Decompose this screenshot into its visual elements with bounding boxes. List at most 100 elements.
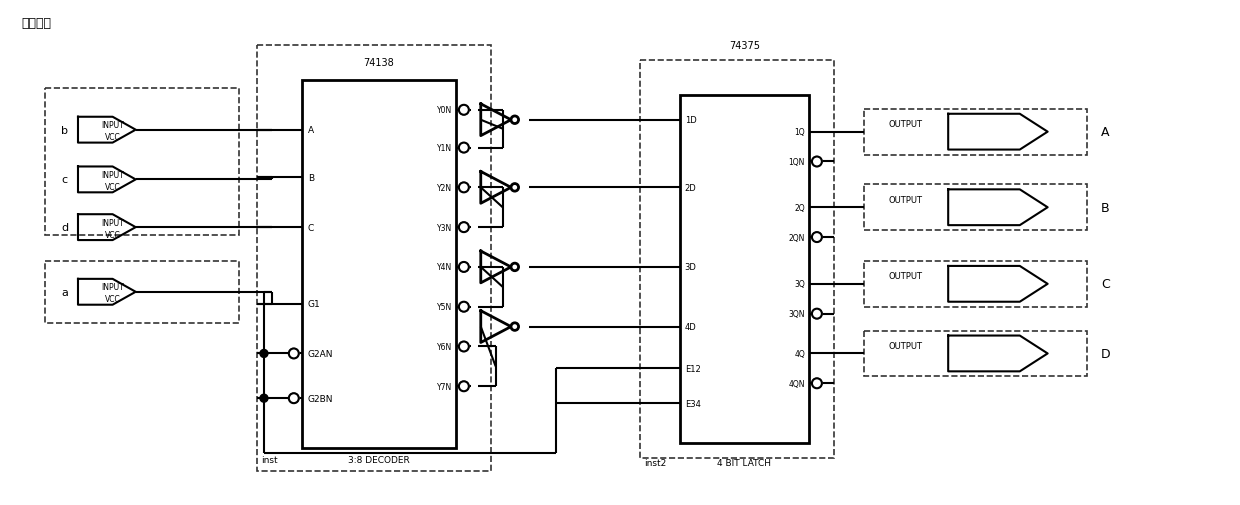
Text: OUTPUT: OUTPUT (888, 341, 923, 350)
Text: c: c (61, 175, 67, 185)
Bar (680, 95, 808, 443)
Text: 4QN: 4QN (789, 379, 805, 388)
Circle shape (459, 382, 469, 391)
Text: 2Q: 2Q (795, 204, 805, 212)
Circle shape (459, 342, 469, 352)
Circle shape (260, 350, 268, 358)
Circle shape (812, 157, 822, 167)
Circle shape (511, 323, 518, 331)
Text: VCC: VCC (105, 133, 120, 142)
Text: A: A (308, 126, 314, 135)
Text: 3Q: 3Q (795, 280, 805, 289)
Text: B: B (1101, 201, 1110, 214)
Text: Y6N: Y6N (436, 342, 451, 351)
Circle shape (260, 394, 268, 402)
Text: OUTPUT: OUTPUT (888, 195, 923, 205)
Text: 4Q: 4Q (795, 349, 805, 358)
Circle shape (459, 143, 469, 153)
Text: INPUT: INPUT (102, 283, 124, 292)
Text: 3:8 DECODER: 3:8 DECODER (348, 456, 409, 465)
Text: G2AN: G2AN (308, 349, 334, 358)
Circle shape (511, 117, 518, 124)
Text: Y0N: Y0N (436, 106, 451, 115)
Text: E12: E12 (684, 364, 701, 373)
Circle shape (812, 233, 822, 242)
Bar (863, 185, 1087, 231)
Circle shape (812, 379, 822, 388)
Text: Y4N: Y4N (436, 263, 451, 272)
Bar (863, 262, 1087, 307)
Circle shape (511, 264, 518, 271)
Text: Y7N: Y7N (436, 382, 451, 391)
Text: D: D (1101, 347, 1110, 360)
Circle shape (812, 157, 822, 167)
Text: A: A (1101, 126, 1110, 139)
Bar (45, 89, 239, 236)
Text: 3QN: 3QN (789, 310, 805, 319)
Text: OUTPUT: OUTPUT (888, 272, 923, 281)
Circle shape (459, 183, 469, 193)
Text: Y2N: Y2N (436, 183, 451, 192)
Text: Y5N: Y5N (436, 302, 451, 312)
Circle shape (459, 263, 469, 272)
Circle shape (511, 117, 518, 124)
Bar (863, 331, 1087, 377)
Circle shape (459, 342, 469, 352)
Text: 4D: 4D (684, 323, 697, 331)
Circle shape (459, 223, 469, 233)
Text: 主控芯片: 主控芯片 (21, 17, 51, 30)
Text: G1: G1 (308, 299, 320, 309)
Text: E34: E34 (684, 399, 701, 408)
Circle shape (289, 393, 299, 403)
Circle shape (511, 264, 518, 271)
Text: 74138: 74138 (363, 58, 394, 68)
Circle shape (511, 184, 518, 192)
Text: 2QN: 2QN (789, 233, 805, 242)
Circle shape (289, 349, 299, 359)
Text: 1Q: 1Q (795, 128, 805, 137)
Circle shape (812, 309, 822, 319)
Circle shape (459, 106, 469, 116)
Text: b: b (61, 125, 68, 135)
Text: C: C (308, 223, 314, 232)
Text: a: a (61, 287, 68, 297)
Text: B: B (308, 174, 314, 182)
Text: 2D: 2D (684, 183, 697, 192)
Circle shape (459, 143, 469, 153)
Text: VCC: VCC (105, 182, 120, 191)
Circle shape (511, 184, 518, 192)
Text: INPUT: INPUT (102, 171, 124, 180)
Bar (640, 61, 833, 458)
Text: Y1N: Y1N (436, 144, 451, 153)
Circle shape (289, 349, 299, 359)
Circle shape (812, 379, 822, 388)
Bar (257, 46, 491, 471)
Text: INPUT: INPUT (102, 218, 124, 227)
Text: G2BN: G2BN (308, 394, 334, 403)
Circle shape (289, 393, 299, 403)
Text: 4 BIT LATCH: 4 BIT LATCH (717, 459, 771, 468)
Circle shape (459, 302, 469, 312)
Text: VCC: VCC (105, 230, 120, 239)
Circle shape (459, 223, 469, 233)
Bar (45, 262, 239, 323)
Text: Y3N: Y3N (436, 223, 451, 232)
Text: d: d (61, 223, 68, 233)
Circle shape (459, 302, 469, 312)
Circle shape (812, 233, 822, 242)
Circle shape (459, 183, 469, 193)
Text: OUTPUT: OUTPUT (888, 120, 923, 129)
Text: 1QN: 1QN (789, 158, 805, 167)
Text: inst: inst (260, 456, 278, 465)
Circle shape (459, 106, 469, 116)
Text: VCC: VCC (105, 294, 120, 304)
Circle shape (459, 382, 469, 391)
Text: 3D: 3D (684, 263, 697, 272)
Text: INPUT: INPUT (102, 121, 124, 130)
Bar (301, 81, 456, 448)
Text: C: C (1101, 278, 1110, 291)
Circle shape (459, 263, 469, 272)
Bar (863, 110, 1087, 155)
Text: 74375: 74375 (729, 41, 760, 51)
Text: inst2: inst2 (644, 459, 666, 468)
